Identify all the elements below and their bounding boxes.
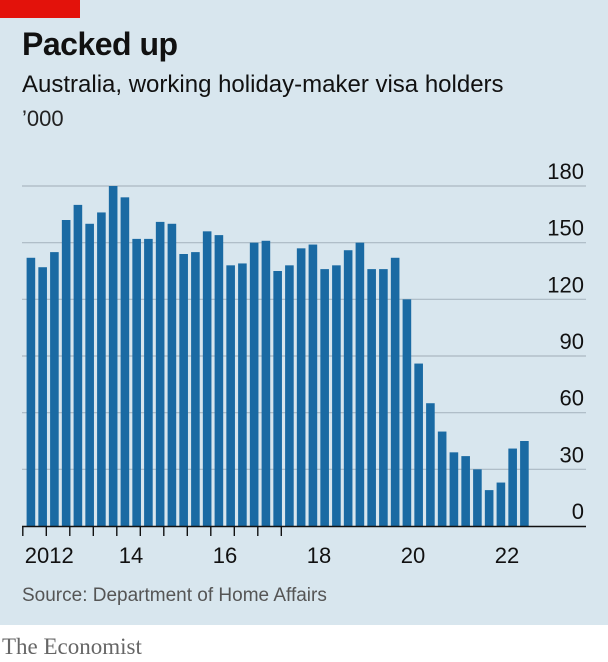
- y-tick-label: 30: [560, 442, 584, 467]
- bar: [461, 456, 470, 526]
- bar: [179, 254, 188, 526]
- bar: [520, 441, 529, 526]
- bar: [390, 257, 400, 526]
- bar: [367, 269, 376, 526]
- publisher-logo: The Economist: [2, 634, 142, 659]
- bar: [214, 235, 224, 526]
- bar: [26, 257, 36, 526]
- y-tick-label: 90: [560, 329, 584, 354]
- y-tick-label: 120: [547, 272, 584, 297]
- x-axis: [22, 525, 586, 536]
- brand-tag: [0, 0, 80, 18]
- bar: [343, 250, 353, 526]
- bar: [308, 244, 318, 527]
- bar: [155, 221, 165, 526]
- bar: [97, 212, 106, 526]
- y-tick-label: 0: [572, 499, 584, 524]
- bar: [261, 240, 271, 526]
- bar: [249, 242, 259, 526]
- bar: [120, 197, 130, 527]
- chart-subtitle: Australia, working holiday-maker visa ho…: [22, 71, 504, 98]
- x-tick-label: 20: [401, 543, 425, 568]
- bar: [108, 186, 118, 526]
- bar: [402, 299, 412, 526]
- bar: [191, 252, 200, 526]
- chart-title: Packed up: [22, 26, 178, 62]
- bars: [26, 186, 529, 527]
- bar: [38, 267, 47, 526]
- bar: [414, 363, 423, 526]
- bar: [273, 271, 282, 526]
- bar: [285, 265, 294, 526]
- bar: [437, 431, 447, 526]
- tick-labels: 0 30 60 90 120 150 180 2012 14 16 18 20 22: [25, 159, 584, 568]
- bar: [238, 263, 247, 526]
- bar: [508, 448, 517, 526]
- bar-chart: 0 30 60 90 120 150 180 2012 14 16 18 20 22: [22, 159, 586, 568]
- chart-unit: ’000: [22, 106, 64, 131]
- bar: [61, 220, 71, 526]
- bar: [132, 238, 141, 526]
- y-tick-label: 180: [547, 159, 584, 184]
- bar: [379, 269, 388, 526]
- bar: [202, 231, 212, 527]
- x-tick-label: 18: [307, 543, 331, 568]
- bar: [50, 252, 59, 526]
- bar: [85, 223, 94, 526]
- bar: [226, 265, 235, 526]
- bar: [320, 269, 329, 526]
- bar: [496, 482, 506, 526]
- x-tick-label: 14: [119, 543, 143, 568]
- bar: [449, 452, 459, 526]
- bar: [473, 469, 482, 526]
- x-tick-label: 2012: [25, 543, 74, 568]
- bar: [167, 223, 177, 526]
- bar: [484, 490, 494, 526]
- bar: [73, 204, 83, 526]
- bar: [332, 265, 341, 526]
- y-tick-label: 60: [560, 386, 584, 411]
- y-tick-label: 150: [547, 216, 584, 241]
- bar: [355, 242, 365, 526]
- chart-card: Packed up Australia, working holiday-mak…: [0, 0, 608, 625]
- source-note: Source: Department of Home Affairs: [22, 585, 327, 606]
- bar: [144, 238, 153, 526]
- x-tick-label: 16: [213, 543, 237, 568]
- bar: [296, 248, 306, 527]
- x-tick-label: 22: [495, 543, 519, 568]
- bar: [426, 403, 435, 526]
